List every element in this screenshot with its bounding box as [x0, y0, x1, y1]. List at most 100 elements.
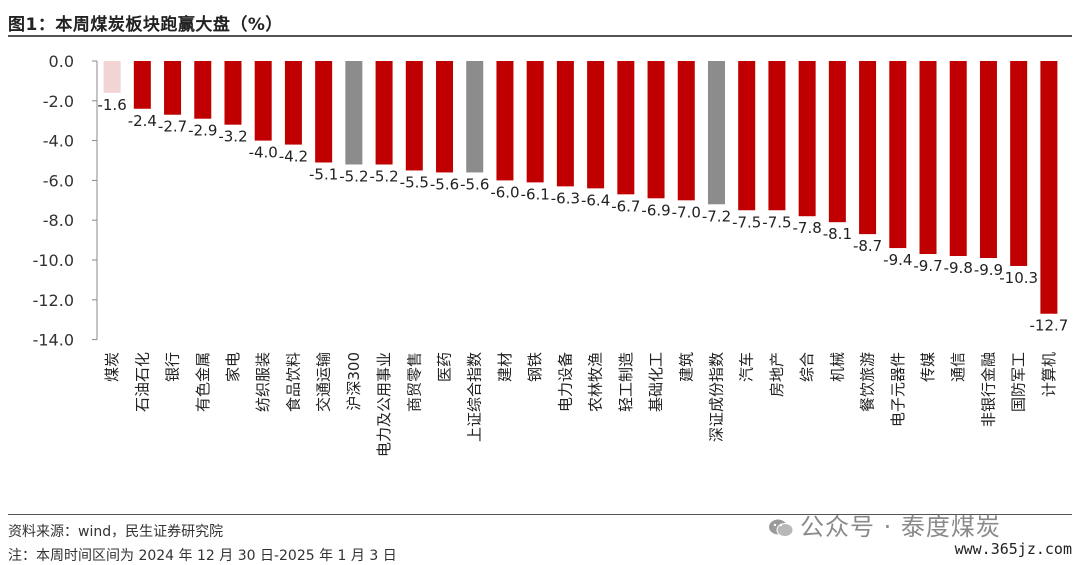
category-label: 交通运输 — [315, 352, 333, 412]
bar — [768, 61, 786, 211]
bar — [345, 61, 363, 165]
bar — [436, 61, 454, 173]
bar — [284, 61, 302, 145]
y-tick-label: -14.0 — [33, 331, 74, 350]
data-label: -6.0 — [490, 183, 519, 201]
bar — [889, 61, 907, 249]
data-label: -1.6 — [97, 96, 126, 114]
data-label: -6.1 — [521, 185, 550, 203]
data-label: -6.3 — [551, 189, 580, 207]
data-label: -7.8 — [793, 219, 822, 237]
top-rule — [8, 35, 1072, 37]
bar-chart: 0.0 -2.0 -4.0 -6.0 -8.0 -10.0 -12.0 -14.0 -1.6 煤炭… — [33, 52, 1069, 457]
data-label: -4.2 — [279, 148, 308, 166]
category-label: 电力设备 — [556, 352, 574, 412]
category-label: 上证综合指数 — [466, 352, 484, 442]
data-label: -8.1 — [823, 225, 852, 243]
data-label: -2.7 — [158, 118, 187, 136]
category-label: 有色金属 — [194, 352, 212, 412]
category-label: 非银行金融 — [979, 352, 997, 427]
watermark: 公众号 · 泰度煤炭 — [768, 507, 1001, 542]
category-label: 建材 — [496, 352, 514, 382]
data-label: -4.0 — [249, 144, 278, 162]
data-label: -5.6 — [460, 175, 489, 193]
bar — [526, 61, 544, 183]
category-label: 钢铁 — [526, 352, 544, 382]
bar — [707, 61, 725, 205]
y-tick-label: 0.0 — [49, 52, 74, 71]
category-label: 汽车 — [738, 352, 756, 382]
bar — [224, 61, 242, 125]
data-label: -9.8 — [944, 259, 973, 277]
bar — [798, 61, 816, 217]
data-label: -5.1 — [309, 165, 338, 183]
bar — [194, 61, 212, 119]
bar — [556, 61, 574, 187]
period-note: 注：本周时间区间为 2024 年 12 月 30 日-2025 年 1 月 3 … — [8, 548, 397, 564]
bar — [919, 61, 937, 255]
data-label: -5.2 — [369, 167, 398, 185]
y-tick-label: -8.0 — [43, 211, 74, 230]
data-label: -6.9 — [641, 201, 670, 219]
site-url: www.365jz.com — [954, 540, 1072, 558]
bar — [828, 61, 846, 223]
data-label: -3.2 — [218, 128, 247, 146]
data-label: -7.5 — [732, 213, 761, 231]
y-tick-label: -6.0 — [43, 171, 74, 190]
bottom-rule — [8, 514, 1072, 515]
bar — [1010, 61, 1028, 266]
data-label: -9.4 — [883, 251, 912, 269]
bar — [405, 61, 423, 171]
bar — [375, 61, 393, 165]
bar — [677, 61, 695, 201]
bar — [254, 61, 272, 141]
category-label: 综合 — [798, 352, 816, 382]
data-label: -7.2 — [702, 207, 731, 225]
category-label: 电子元器件 — [889, 352, 907, 427]
category-label: 沪深300 — [345, 352, 363, 411]
data-label: -12.7 — [1029, 317, 1068, 335]
category-label: 餐饮旅游 — [859, 352, 877, 412]
watermark-text: 公众号 · 泰度煤炭 — [800, 513, 1001, 541]
bar — [133, 61, 151, 109]
data-label: -10.3 — [999, 269, 1038, 287]
category-label: 石油石化 — [133, 352, 151, 412]
category-label: 商贸零售 — [405, 352, 423, 412]
y-tick-label: -12.0 — [33, 291, 74, 310]
data-label: -9.7 — [913, 257, 942, 275]
category-label: 医药 — [436, 352, 454, 382]
bar — [164, 61, 182, 115]
category-label: 家电 — [224, 352, 242, 382]
data-label: -9.9 — [974, 261, 1003, 279]
bar — [738, 61, 756, 211]
category-label: 纺织服装 — [254, 352, 272, 412]
data-label: -2.4 — [128, 112, 157, 130]
category-label: 计算机 — [1040, 352, 1058, 397]
y-tick-label: -4.0 — [43, 132, 74, 151]
y-tick-label: -10.0 — [33, 251, 74, 270]
data-label: -5.6 — [430, 175, 459, 193]
data-label: -5.5 — [400, 173, 429, 191]
bar — [466, 61, 484, 173]
bar — [587, 61, 605, 189]
category-label: 房地产 — [768, 352, 786, 397]
category-label: 轻工制造 — [617, 352, 635, 412]
category-label: 深证成份指数 — [707, 352, 725, 442]
category-label: 建筑 — [677, 352, 695, 382]
data-label: -6.4 — [581, 191, 610, 209]
category-label: 通信 — [949, 352, 967, 382]
bar — [315, 61, 333, 163]
wechat-icon — [769, 519, 794, 537]
category-label: 机械 — [828, 352, 846, 382]
category-label: 食品饮料 — [284, 352, 302, 412]
data-label: -7.5 — [762, 213, 791, 231]
category-label: 基础化工 — [647, 352, 665, 412]
category-label: 传媒 — [919, 352, 937, 382]
source-note: 资料来源：wind，民生证券研究院 — [8, 524, 224, 540]
data-label: -6.7 — [611, 197, 640, 215]
bar — [103, 61, 121, 93]
category-label: 农林牧渔 — [587, 352, 605, 412]
data-label: -5.2 — [339, 167, 368, 185]
bar — [1040, 61, 1058, 314]
category-label: 电力及公用事业 — [375, 352, 393, 457]
